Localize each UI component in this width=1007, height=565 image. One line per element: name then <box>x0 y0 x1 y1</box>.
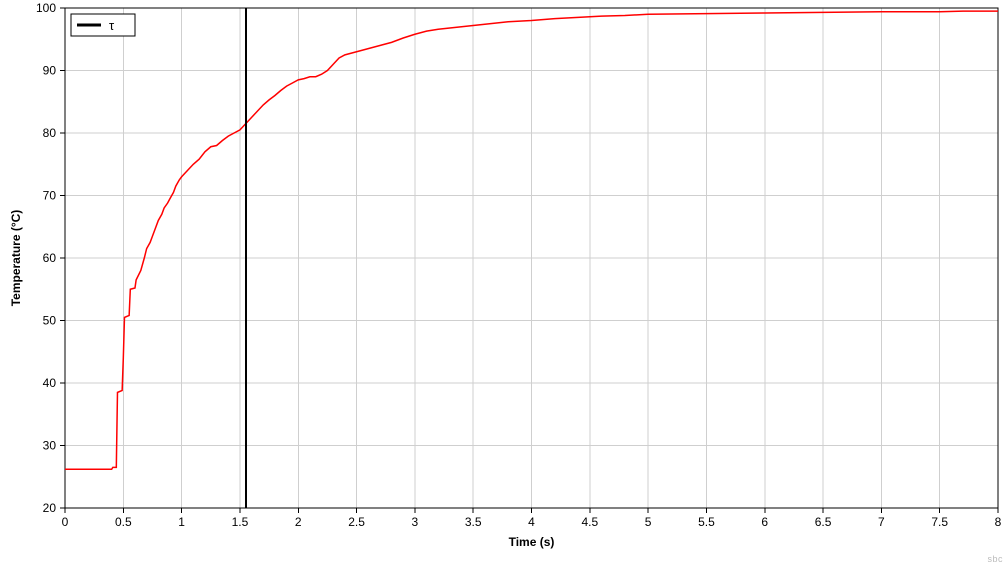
x-tick-label: 7.5 <box>931 515 948 529</box>
x-tick-label: 0.5 <box>115 515 132 529</box>
x-tick-label: 8 <box>995 515 1002 529</box>
y-tick-label: 70 <box>43 189 57 203</box>
x-tick-label: 1 <box>178 515 185 529</box>
x-axis-label: Time (s) <box>509 535 555 549</box>
watermark-text: sbc <box>987 554 1003 564</box>
y-tick-label: 90 <box>43 64 57 78</box>
x-tick-label: 6 <box>761 515 768 529</box>
x-tick-label: 2 <box>295 515 302 529</box>
y-tick-label: 80 <box>43 126 57 140</box>
x-tick-label: 0 <box>62 515 69 529</box>
y-tick-label: 40 <box>43 376 57 390</box>
x-tick-label: 4 <box>528 515 535 529</box>
x-tick-label: 4.5 <box>581 515 598 529</box>
y-tick-label: 20 <box>43 501 57 515</box>
x-tick-label: 5 <box>645 515 652 529</box>
legend-label: τ <box>109 18 115 33</box>
line-chart: 0 0.5 1 1.5 2 2.5 3 3.5 4 4.5 5 5.5 6 6.5 7 7.5 8 20 30 40 5… <box>0 0 1007 565</box>
y-tick-label: 50 <box>43 314 57 328</box>
x-tick-label: 7 <box>878 515 885 529</box>
x-tick-label: 3 <box>412 515 419 529</box>
x-tick-label: 1.5 <box>232 515 249 529</box>
x-tick-label: 5.5 <box>698 515 715 529</box>
chart-container: 0 0.5 1 1.5 2 2.5 3 3.5 4 4.5 5 5.5 6 6.5 7 7.5 8 20 30 40 5… <box>0 0 1007 565</box>
y-tick-label: 60 <box>43 251 57 265</box>
y-axis-label: Temperature (°C) <box>9 210 23 307</box>
y-tick-label: 30 <box>43 439 57 453</box>
x-tick-label: 6.5 <box>815 515 832 529</box>
y-tick-label: 100 <box>36 1 56 15</box>
x-tick-label: 3.5 <box>465 515 482 529</box>
x-tick-label: 2.5 <box>348 515 365 529</box>
